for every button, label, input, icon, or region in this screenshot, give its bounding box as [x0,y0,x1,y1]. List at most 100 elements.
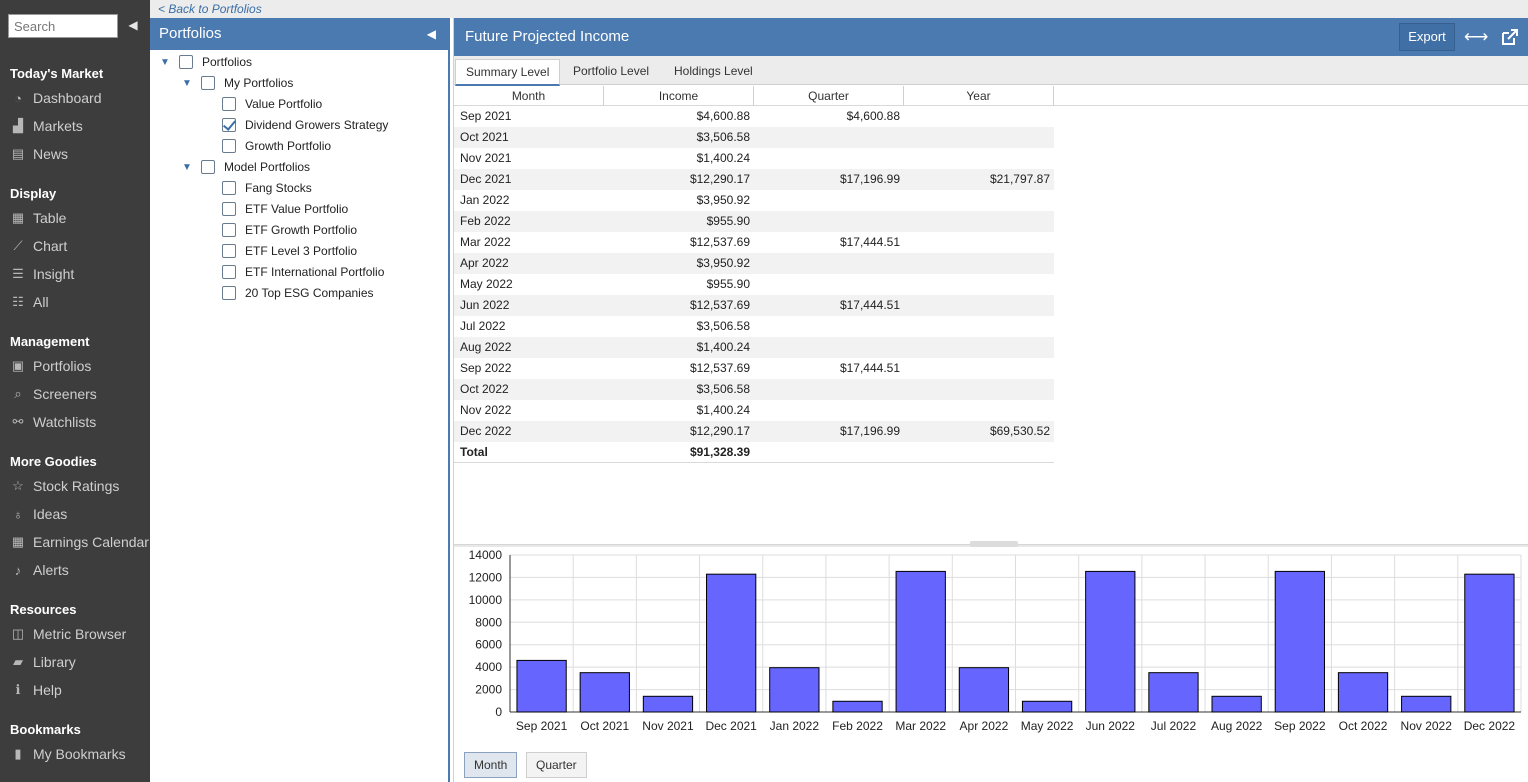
column-header-quarter[interactable]: Quarter [754,86,904,106]
nav-item-stock-ratings[interactable]: ☆ Stock Ratings [9,476,119,496]
nav-item-label: News [33,146,69,162]
cell-year [904,148,1050,169]
table-row: Nov 2021 $1,400.24 [454,148,1054,169]
tree-checkbox[interactable] [222,286,236,300]
tree-item[interactable]: Fang Stocks [222,178,312,198]
search-box [8,14,118,38]
nav-item-label: My Bookmarks [33,746,126,762]
x-tick-label: Aug 2022 [1211,719,1263,733]
nav-item-markets[interactable]: ▟ Markets [9,116,83,136]
external-link-icon[interactable] [1498,25,1522,49]
collapse-nav-icon[interactable]: ◀ [128,18,138,32]
bar [769,667,820,713]
search-input[interactable] [8,14,118,38]
calendar-icon: ▦ [11,534,25,549]
export-button[interactable]: Export [1399,23,1455,51]
tab-portfolio-level[interactable]: Portfolio Level [573,64,650,78]
nav-item-dashboard[interactable]: ◔ Dashboard [9,88,101,108]
tree-checkbox[interactable] [222,265,236,279]
nav-item-table[interactable]: ▦ Table [9,208,67,228]
table-row: Feb 2022 $955.90 [454,211,1054,232]
cell-month: Jun 2022 [460,298,510,312]
tab-summary-level[interactable]: Summary Level [455,59,561,86]
nav-item-help[interactable]: ℹ Help [9,680,62,700]
column-header-income[interactable]: Income [604,86,754,106]
cell-income: $12,290.17 [689,172,750,186]
tree-checkbox[interactable] [222,244,236,258]
tree-item[interactable]: ETF International Portfolio [222,262,384,282]
tree-checkbox[interactable] [222,202,236,216]
page-title: Future Projected Income [465,28,630,45]
tree-item[interactable]: Value Portfolio [222,94,322,114]
tree-checkbox[interactable] [222,181,236,195]
nav-item-alerts[interactable]: ♪ Alerts [9,560,69,580]
tree-checkbox[interactable] [222,139,236,153]
nav-item-metric-browser[interactable]: ◫ Metric Browser [9,624,127,644]
table-row: Sep 2022 $12,537.69 $17,444.51 [454,358,1054,379]
nav-item-portfolios[interactable]: ▣ Portfolios [9,356,92,376]
cell-year [904,106,1050,127]
tree-item-label: 20 Top ESG Companies [245,286,374,300]
table-row: Jun 2022 $12,537.69 $17,444.51 [454,295,1054,316]
main-panel-header: Future Projected Income Export ⟷ [454,18,1528,56]
cell-year [904,400,1050,421]
tree-item-label: Growth Portfolio [245,139,332,153]
table-row: Jul 2022 $3,506.58 [454,316,1054,337]
column-header-month[interactable]: Month [454,86,604,106]
column-header-year[interactable]: Year [904,86,1054,106]
nav-item-ideas[interactable]: ♁ Ideas [9,504,67,524]
tree-checkbox[interactable] [222,97,236,111]
tree-item[interactable]: ▼ My Portfolios [181,73,293,93]
nav-item-label: Screeners [33,386,97,402]
tree-item[interactable]: ETF Value Portfolio [222,199,348,219]
tree-checkbox[interactable] [222,118,236,132]
tree-item[interactable]: Dividend Growers Strategy [222,115,388,135]
collapse-panel-icon[interactable]: ◀ [426,27,436,41]
tab-holdings-level[interactable]: Holdings Level [674,64,753,78]
nav-item-insight[interactable]: ☰ Insight [9,264,74,284]
splitter-handle[interactable] [970,541,1018,547]
tree-checkbox[interactable] [179,55,193,69]
expand-toggle-icon[interactable]: ▼ [182,77,192,89]
tree-item[interactable]: 20 Top ESG Companies [222,283,374,303]
cell-month: Dec 2022 [460,424,512,438]
nav-item-library[interactable]: ▰ Library [9,652,76,672]
total-income: $91,328.39 [689,445,750,459]
bar [1021,700,1073,713]
bar [1464,573,1515,713]
binoculars-icon: ⚯ [12,414,24,429]
nav-item-my-bookmarks[interactable]: ▮ My Bookmarks [9,744,126,764]
back-to-portfolios-link[interactable]: < Back to Portfolios [158,2,262,16]
cell-income: $4,600.88 [696,109,750,123]
nav-item-label: Portfolios [33,358,92,374]
tree-checkbox[interactable] [222,223,236,237]
tree-item[interactable]: ETF Level 3 Portfolio [222,241,357,261]
x-tick-label: Nov 2022 [1401,719,1453,733]
income-bar-chart: 0 2000 4000 6000 8000 10000 12000 14000 Sep 2021… [469,548,1522,733]
tree-item[interactable]: ETF Growth Portfolio [222,220,357,240]
tree-item[interactable]: ▼ Portfolios [159,52,252,72]
panel-splitter[interactable] [454,541,1528,547]
tree-checkbox[interactable] [201,160,215,174]
tree-item[interactable]: ▼ Model Portfolios [181,157,310,177]
expand-horizontal-icon[interactable]: ⟷ [1464,27,1489,46]
nav-item-news[interactable]: ▤ News [9,144,68,164]
nav-item-earnings-calendar[interactable]: ▦ Earnings Calendar [9,532,149,552]
grid-header: Month Income Quarter Year [454,86,1528,106]
nav-item-all[interactable]: ☷ All [9,292,48,312]
bar [579,672,630,713]
tree-item[interactable]: Growth Portfolio [222,136,331,156]
cell-month: Sep 2022 [460,361,512,375]
expand-toggle-icon[interactable]: ▼ [160,56,170,68]
month-mode-button[interactable]: Month [464,752,518,778]
nav-item-chart[interactable]: ⟋ Chart [9,236,67,256]
cell-income: $3,506.58 [696,130,750,144]
expand-toggle-icon[interactable]: ▼ [182,161,192,173]
table-icon: ▦ [11,210,25,225]
nav-item-screeners[interactable]: ⌕ Screeners [9,384,97,404]
nav-item-watchlists[interactable]: ⚯ Watchlists [9,412,97,432]
quarter-mode-button[interactable]: Quarter [526,752,587,778]
x-tick-label: Oct 2022 [1339,719,1388,733]
tree-checkbox[interactable] [201,76,215,90]
y-tick-label: 8000 [475,615,502,629]
